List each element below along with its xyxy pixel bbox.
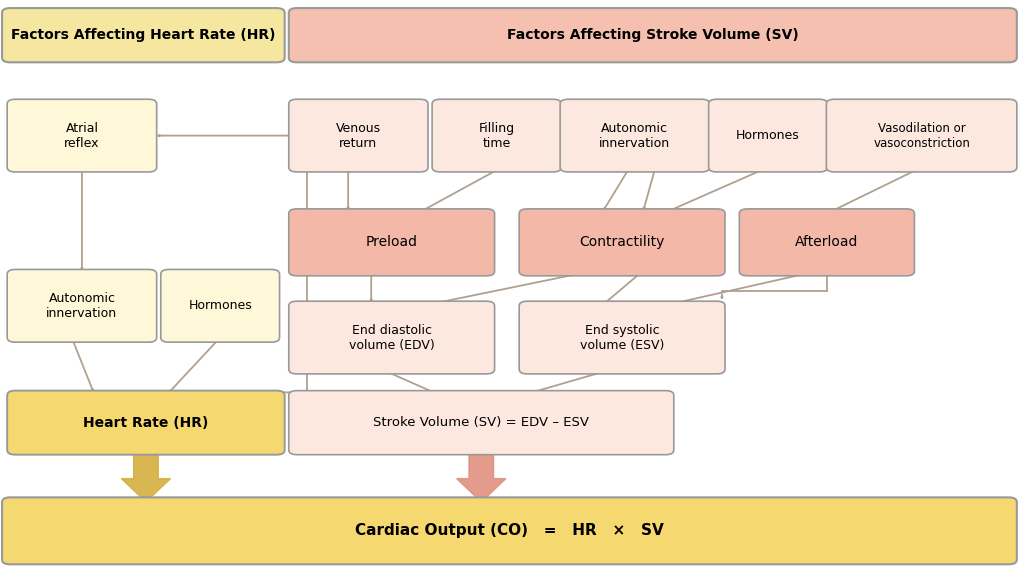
- Text: Hormones: Hormones: [188, 299, 252, 312]
- FancyBboxPatch shape: [2, 8, 285, 62]
- Text: Afterload: Afterload: [796, 235, 858, 249]
- Polygon shape: [122, 450, 170, 502]
- FancyBboxPatch shape: [560, 99, 710, 172]
- FancyBboxPatch shape: [432, 99, 561, 172]
- Polygon shape: [457, 450, 506, 502]
- FancyBboxPatch shape: [289, 391, 674, 455]
- Text: Venous
return: Venous return: [336, 122, 381, 149]
- FancyBboxPatch shape: [826, 99, 1017, 172]
- FancyBboxPatch shape: [289, 8, 1017, 62]
- FancyBboxPatch shape: [289, 209, 495, 276]
- FancyBboxPatch shape: [161, 269, 280, 342]
- Text: Contractility: Contractility: [580, 235, 665, 249]
- FancyBboxPatch shape: [519, 301, 725, 374]
- Text: End diastolic
volume (EDV): End diastolic volume (EDV): [349, 324, 434, 351]
- Text: Cardiac Output (CO)   =   HR   ×   SV: Cardiac Output (CO) = HR × SV: [355, 523, 664, 538]
- Text: Factors Affecting Stroke Volume (SV): Factors Affecting Stroke Volume (SV): [507, 28, 799, 42]
- FancyBboxPatch shape: [7, 99, 157, 172]
- Text: Filling
time: Filling time: [478, 122, 515, 149]
- FancyBboxPatch shape: [519, 209, 725, 276]
- Text: Autonomic
innervation: Autonomic innervation: [46, 292, 118, 320]
- FancyBboxPatch shape: [2, 497, 1017, 564]
- Text: Stroke Volume (SV) = EDV – ESV: Stroke Volume (SV) = EDV – ESV: [374, 416, 589, 429]
- Text: Autonomic
innervation: Autonomic innervation: [599, 122, 671, 149]
- FancyBboxPatch shape: [7, 269, 157, 342]
- FancyBboxPatch shape: [709, 99, 827, 172]
- Text: Vasodilation or
vasoconstriction: Vasodilation or vasoconstriction: [873, 122, 970, 149]
- FancyBboxPatch shape: [7, 391, 285, 455]
- Text: Atrial
reflex: Atrial reflex: [65, 122, 99, 149]
- Text: Hormones: Hormones: [736, 129, 800, 142]
- Text: Preload: Preload: [366, 235, 418, 249]
- Text: End systolic
volume (ESV): End systolic volume (ESV): [580, 324, 665, 351]
- Text: Heart Rate (HR): Heart Rate (HR): [83, 415, 209, 430]
- Text: Factors Affecting Heart Rate (HR): Factors Affecting Heart Rate (HR): [11, 28, 275, 42]
- FancyBboxPatch shape: [289, 301, 495, 374]
- FancyBboxPatch shape: [739, 209, 914, 276]
- FancyBboxPatch shape: [289, 99, 428, 172]
